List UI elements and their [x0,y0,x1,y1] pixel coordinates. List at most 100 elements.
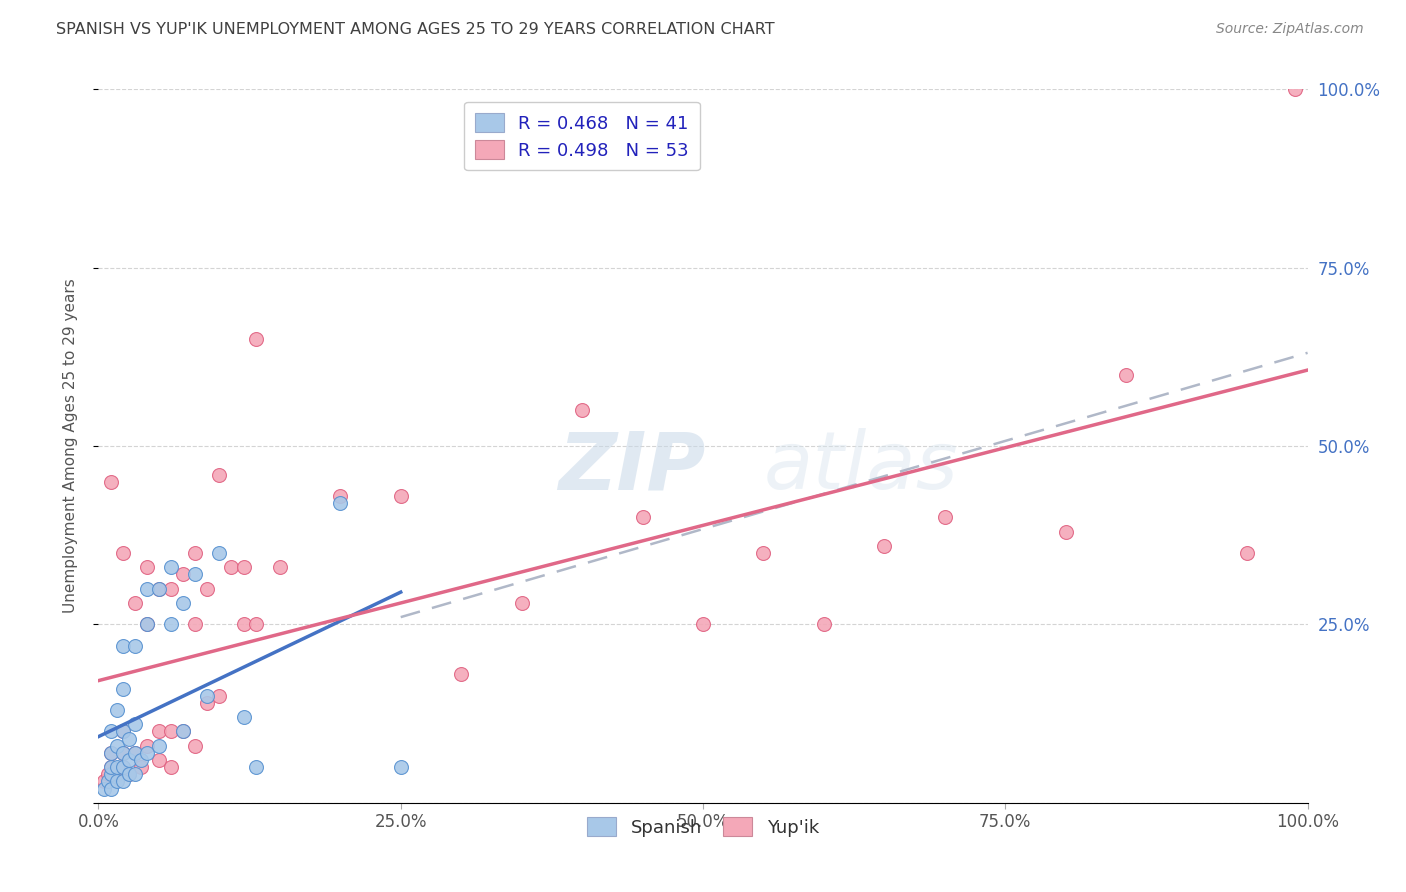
Text: atlas: atlas [763,428,959,507]
Text: Source: ZipAtlas.com: Source: ZipAtlas.com [1216,22,1364,37]
Point [160,582,183,596]
Point [93,774,115,789]
Point [245,332,267,346]
Point [232,560,254,574]
Point [208,467,231,482]
Point [232,710,254,724]
Point [184,617,207,632]
Point [160,724,183,739]
Point [100,760,122,774]
Point [245,617,267,632]
Point [269,560,291,574]
Point [105,774,128,789]
Point [97,774,120,789]
Point [111,746,134,760]
Y-axis label: Unemployment Among Ages 25 to 29 years: Unemployment Among Ages 25 to 29 years [63,278,77,614]
Point [172,724,194,739]
Point [160,560,183,574]
Point [208,689,231,703]
Point [184,739,207,753]
Text: SPANISH VS YUP'IK UNEMPLOYMENT AMONG AGES 25 TO 29 YEARS CORRELATION CHART: SPANISH VS YUP'IK UNEMPLOYMENT AMONG AGE… [56,22,775,37]
Point [389,760,412,774]
Point [148,582,170,596]
Point [124,596,146,610]
Point [135,617,157,632]
Point [100,475,122,489]
Point [100,724,122,739]
Point [934,510,956,524]
Point [118,767,141,781]
Point [329,496,352,510]
Point [111,724,134,739]
Point [1284,82,1306,96]
Point [124,746,146,760]
Point [100,746,122,760]
Point [135,617,157,632]
Point [450,667,472,681]
Point [329,489,352,503]
Point [105,739,128,753]
Point [100,767,122,781]
Point [93,781,115,796]
Point [100,760,122,774]
Point [111,760,134,774]
Point [111,724,134,739]
Point [124,746,146,760]
Point [135,582,157,596]
Point [135,746,157,760]
Point [208,546,231,560]
Point [111,681,134,696]
Point [148,582,170,596]
Point [873,539,896,553]
Point [813,617,835,632]
Point [160,760,183,774]
Point [232,617,254,632]
Point [221,560,243,574]
Point [195,689,218,703]
Point [1054,524,1077,539]
Point [148,739,170,753]
Point [129,753,152,767]
Point [195,696,218,710]
Point [172,567,194,582]
Point [129,760,152,774]
Point [1115,368,1137,382]
Point [135,560,157,574]
Point [135,739,157,753]
Point [124,717,146,731]
Point [105,760,128,774]
Point [111,774,134,789]
Point [148,753,170,767]
Point [111,760,134,774]
Point [105,703,128,717]
Point [118,731,141,746]
Text: ZIP: ZIP [558,428,706,507]
Point [692,617,714,632]
Point [100,746,122,760]
Point [97,767,120,781]
Point [118,767,141,781]
Point [245,760,267,774]
Point [510,596,533,610]
Point [389,489,412,503]
Point [184,567,207,582]
Point [100,781,122,796]
Legend: Spanish, Yup'ik: Spanish, Yup'ik [579,809,827,844]
Point [160,617,183,632]
Point [631,510,654,524]
Point [124,767,146,781]
Point [111,639,134,653]
Point [105,767,128,781]
Point [124,639,146,653]
Point [148,724,170,739]
Point [571,403,593,417]
Point [752,546,775,560]
Point [111,546,134,560]
Point [1236,546,1258,560]
Point [172,596,194,610]
Point [172,724,194,739]
Point [195,582,218,596]
Point [118,753,141,767]
Point [184,546,207,560]
Point [111,746,134,760]
